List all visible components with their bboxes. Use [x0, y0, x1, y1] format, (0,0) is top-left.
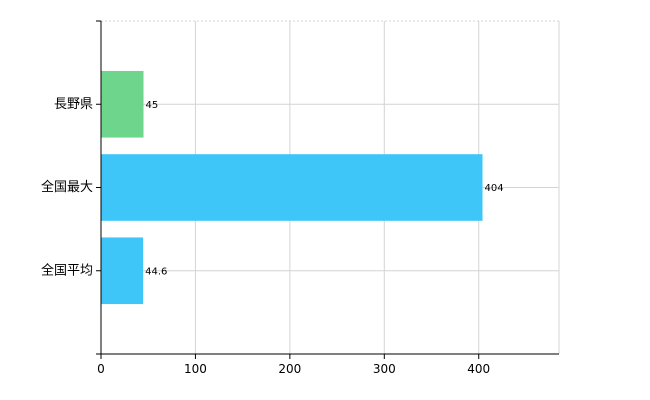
category-label-0: 長野県: [54, 97, 93, 112]
bars: [101, 70, 483, 305]
gridlines: [101, 20, 560, 354]
category-label-1: 全国最大: [41, 179, 93, 195]
bar-0: [101, 70, 144, 138]
bar-2: [101, 237, 144, 305]
x-tick-label-2: 200: [278, 362, 301, 376]
x-tick-label-1: 100: [184, 362, 207, 376]
category-label-2: 全国平均: [41, 262, 93, 278]
data-labels: 45 404 44.6: [145, 100, 503, 278]
x-tick-label-0: 0: [97, 362, 105, 376]
data-label-2: 44.6: [145, 266, 167, 277]
data-label-1: 404: [485, 183, 504, 194]
x-axis-ticks: 0 100 200 300 400: [96, 20, 490, 376]
bar-1: [101, 154, 483, 221]
x-tick-label-3: 300: [373, 362, 396, 376]
x-tick-label-4: 400: [467, 362, 490, 376]
data-label-0: 45: [145, 100, 158, 111]
